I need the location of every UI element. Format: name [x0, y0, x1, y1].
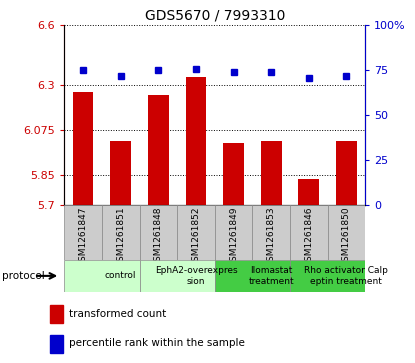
Bar	[215, 260, 290, 292]
Text: transformed count: transformed count	[69, 309, 166, 319]
Text: GSM1261852: GSM1261852	[191, 207, 200, 267]
Text: GSM1261847: GSM1261847	[78, 207, 88, 267]
Text: GSM1261850: GSM1261850	[342, 207, 351, 268]
Bar	[102, 205, 139, 260]
Text: GSM1261846: GSM1261846	[304, 207, 313, 267]
Bar	[148, 95, 168, 205]
Text: GSM1261848: GSM1261848	[154, 207, 163, 267]
Bar	[64, 260, 139, 292]
Bar	[177, 205, 215, 260]
Text: control: control	[105, 272, 137, 280]
Text: protocol: protocol	[2, 271, 45, 281]
Text: Rho activator Calp
eptin treatment: Rho activator Calp eptin treatment	[305, 266, 388, 286]
Text: EphA2-overexpres
sion: EphA2-overexpres sion	[155, 266, 237, 286]
Bar	[336, 141, 357, 205]
Bar	[50, 305, 63, 323]
Bar	[290, 260, 365, 292]
Text: Ilomastat
treatment: Ilomastat treatment	[248, 266, 294, 286]
Bar	[64, 205, 102, 260]
Bar	[186, 77, 206, 205]
Bar	[298, 179, 319, 205]
Bar	[223, 143, 244, 205]
Text: percentile rank within the sample: percentile rank within the sample	[69, 338, 245, 348]
Title: GDS5670 / 7993310: GDS5670 / 7993310	[144, 9, 285, 23]
Bar	[139, 260, 215, 292]
Bar	[110, 141, 131, 205]
Bar	[290, 205, 327, 260]
Bar	[215, 205, 252, 260]
Bar	[252, 205, 290, 260]
Bar	[73, 92, 93, 205]
Bar	[139, 205, 177, 260]
Bar	[50, 335, 63, 353]
Text: GSM1261849: GSM1261849	[229, 207, 238, 267]
Text: GSM1261853: GSM1261853	[267, 207, 276, 268]
Bar	[327, 205, 365, 260]
Text: GSM1261851: GSM1261851	[116, 207, 125, 268]
Bar	[261, 141, 281, 205]
